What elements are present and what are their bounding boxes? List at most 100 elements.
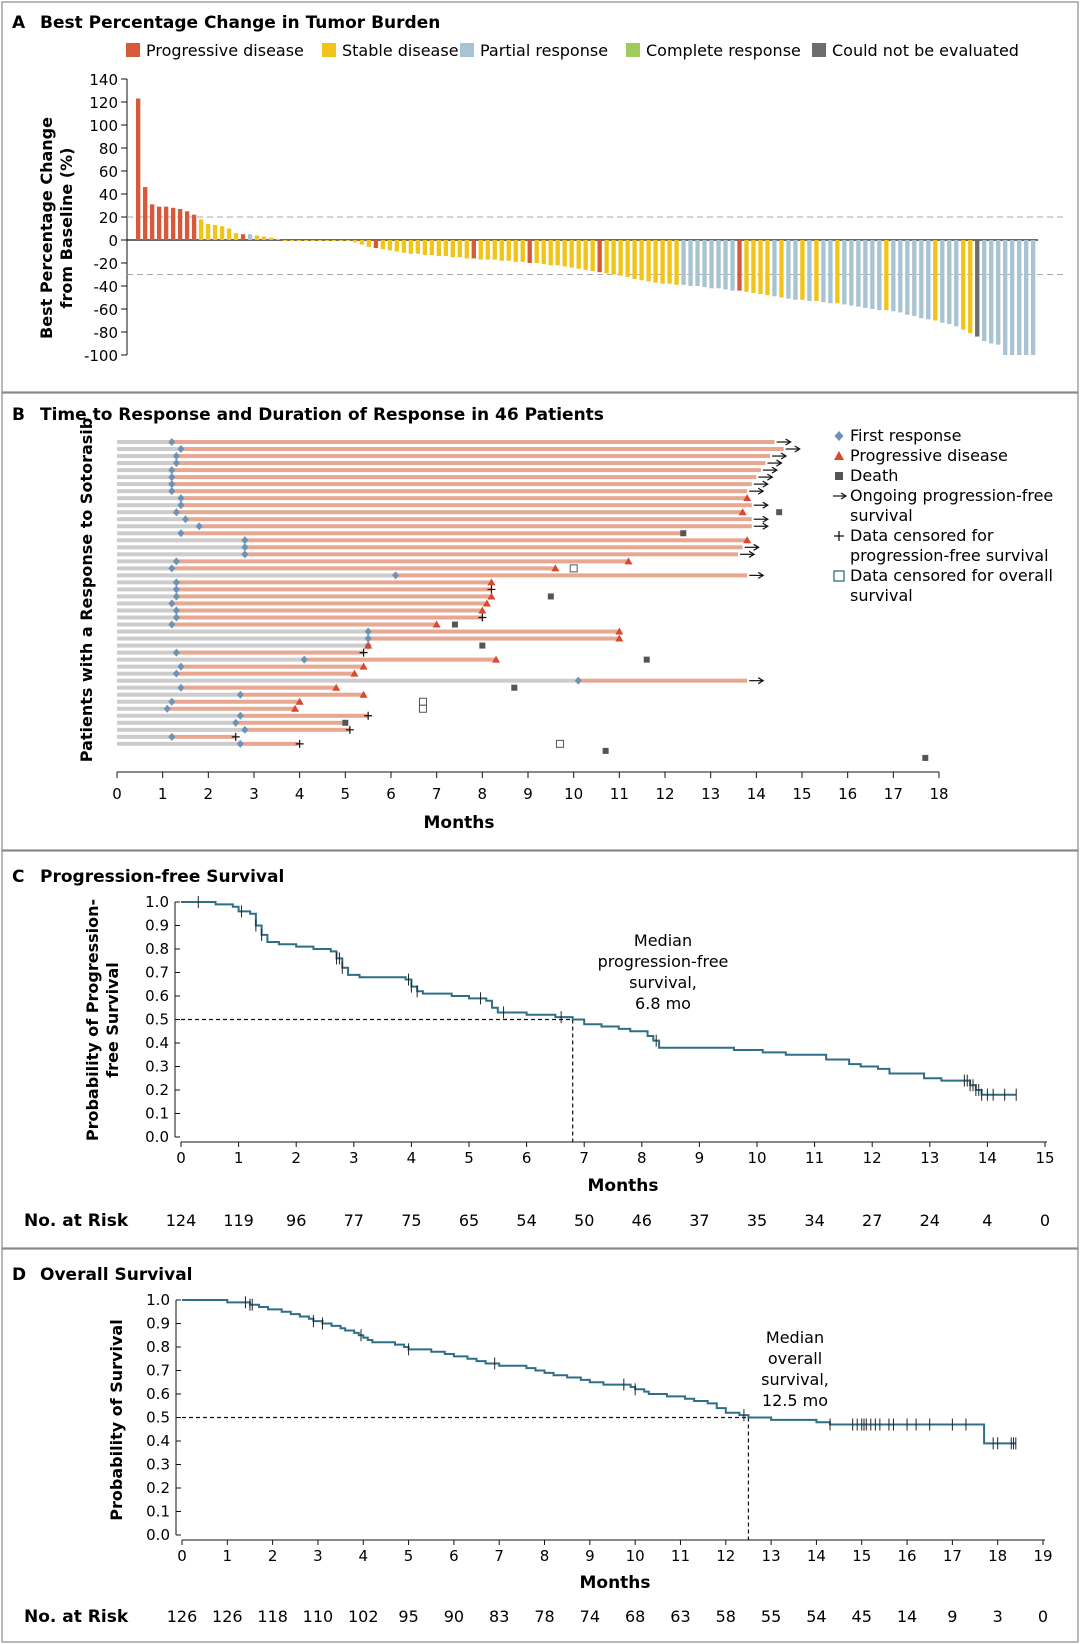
bar [177,208,183,240]
ongoing-arrow-head [757,677,765,685]
bar [289,240,295,241]
risk-count: 77 [344,1211,364,1230]
bar [919,240,924,319]
pre-response-bar [117,657,305,662]
legend-label: survival [850,506,913,525]
pre-response-bar [117,615,177,620]
x-tick-label: 9 [523,785,533,803]
panel-a-title: Best Percentage Change in Tumor Burden [40,13,440,33]
bar [940,240,945,323]
first-response-marker [168,480,176,489]
response-bar [304,657,497,662]
panel-a-axis: 140 120 100 80 60 40 20 0 -20 -40 -60 -80 -100 [84,71,1065,365]
legend-label-progressive: Progressive disease [146,41,304,60]
first-response-marker [168,599,176,608]
risk-count: 34 [804,1211,824,1230]
bar [226,228,232,240]
panel-a-label: A [12,13,26,33]
x-tick-label: 18 [929,785,948,803]
panel-a: A Best Percentage Change in Tumor Burden… [1,1,1079,393]
bar [674,240,679,285]
panel-c: C Progression-free Survival Probability … [1,850,1079,1249]
panel-c-frame [1,850,1079,1249]
response-bar [171,468,761,473]
progression-marker [487,592,496,600]
first-response-marker [177,683,185,692]
bar [254,235,260,240]
first-response-marker [172,669,180,678]
response-bar [176,461,766,466]
ongoing-arrow-head [762,522,769,530]
progression-marker [743,494,752,502]
panel-d: D Overall Survival Probability of Surviv… [1,1248,1079,1643]
legend-arrow-head-icon [840,492,848,500]
x-tick-label: 2 [204,785,214,803]
first-response-marker [172,508,180,517]
risk-count: 118 [257,1607,288,1626]
bar [1017,240,1022,355]
y-tick-label: 100 [89,117,118,135]
pre-response-bar [117,671,177,676]
bar [296,240,302,241]
risk-count: 50 [574,1211,594,1230]
ongoing-arrow-head [776,459,783,467]
panel-c-xlabel: Months [587,1176,658,1196]
pre-response-bar [117,482,172,487]
ongoing-arrow-head [762,480,769,488]
pre-response-bar [117,685,181,690]
bar [205,223,211,240]
ongoing-arrow-head [785,438,792,446]
y-tick-label: 0.3 [146,1456,170,1474]
first-response-marker [232,718,240,727]
first-response-marker [168,620,176,629]
x-tick-label: 14 [747,785,766,803]
y-tick-label: 0.5 [145,1011,169,1029]
ongoing-arrow-head [794,445,801,453]
response-bar [240,713,369,718]
bar [737,240,742,291]
pre-response-bar [117,594,177,599]
pfs-censor-marker [359,648,368,657]
x-tick-label: 0 [177,1547,187,1565]
y-tick-label: 0.2 [146,1479,170,1497]
pre-response-bar [117,720,236,725]
y-tick-label: 0.0 [146,1526,170,1544]
bar [814,240,819,301]
pre-response-bar [117,489,172,494]
first-response-marker [177,662,185,671]
death-marker [451,621,458,628]
risk-count: 102 [348,1607,379,1626]
pre-response-bar [117,545,245,550]
ongoing-arrow-head [753,543,760,551]
legend-swatch-not_evaluated [812,43,826,57]
ongoing-arrow-head [757,571,765,579]
bar [975,240,980,337]
pre-response-bar [117,734,172,739]
bar [471,240,476,259]
y-tick-label: -40 [94,278,119,296]
progression-marker [624,557,633,565]
panel-d-title: Overall Survival [40,1265,193,1285]
bar [898,240,903,313]
x-tick-label: 9 [585,1547,595,1565]
response-bar [171,489,748,494]
x-tick-label: 1 [234,1149,244,1167]
ongoing-arrow-head [767,473,774,481]
risk-count: 35 [747,1211,767,1230]
pfs-censor-marker [487,585,496,594]
legend-label: Data censored for [850,526,994,545]
x-tick-label: 2 [268,1547,278,1565]
x-tick-label: 11 [671,1547,690,1565]
pre-response-bar [117,454,177,459]
response-bar [176,615,483,620]
survival-curve [181,901,1017,1096]
risk-count: 54 [516,1211,536,1230]
risk-count: 24 [920,1211,940,1230]
bar [786,240,791,299]
x-tick-label: 11 [805,1149,824,1167]
os-censor-marker [555,739,564,748]
death-marker [479,642,486,649]
bar [541,240,546,265]
bar [170,207,176,240]
